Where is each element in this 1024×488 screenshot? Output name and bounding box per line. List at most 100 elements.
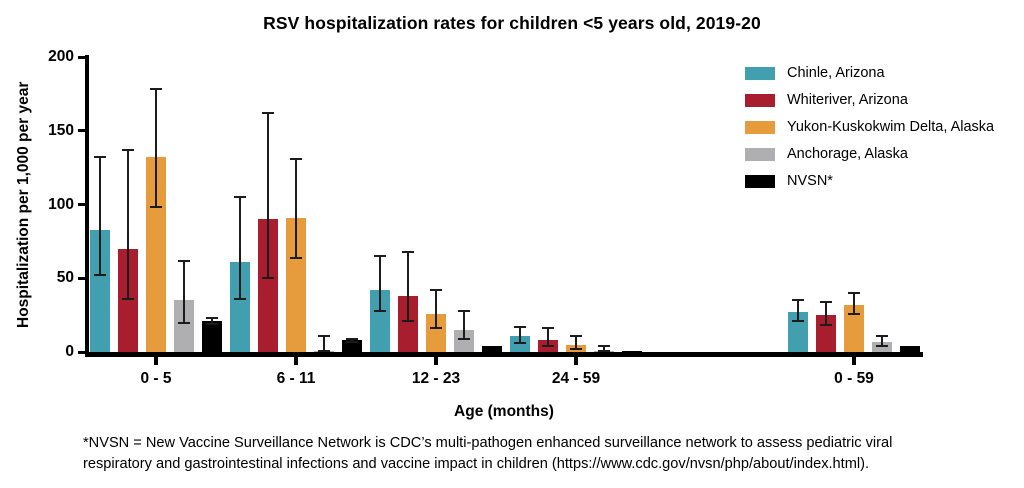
error-bar xyxy=(435,290,437,329)
bar-group-slot xyxy=(174,57,194,352)
error-bar-cap xyxy=(820,300,832,303)
bar-group-slot xyxy=(314,57,334,352)
error-bar xyxy=(211,318,213,324)
bar-anchorage-alaska xyxy=(174,300,194,352)
error-bar xyxy=(547,328,549,347)
bar-anchorage-alaska xyxy=(314,351,334,352)
bar-group-slot xyxy=(398,57,418,352)
footnote-line: respiratory and gastrointestinal infecti… xyxy=(83,456,870,472)
error-bar-cap xyxy=(178,321,190,324)
error-bar-cap xyxy=(290,157,302,160)
legend-item: Chinle, Arizona xyxy=(745,65,994,81)
bar-group-slot xyxy=(566,57,586,352)
error-bar-cap xyxy=(346,337,358,340)
x-category-label: 0 - 5 xyxy=(140,370,172,387)
plot-area: 0 50 100 150 200 0 - 5 6 - 11 12 - 23 24 - 59 0 -… xyxy=(48,49,923,387)
error-bar-cap xyxy=(150,206,162,209)
legend-swatch-whiteriver xyxy=(745,93,775,107)
y-tick-label: 100 xyxy=(48,195,74,213)
error-bar-cap xyxy=(178,259,190,262)
x-tick xyxy=(852,357,856,365)
bar-group-slot xyxy=(286,57,306,352)
legend-label: NVSN* xyxy=(787,173,833,189)
error-bar-cap xyxy=(570,334,582,337)
error-bar-cap xyxy=(150,88,162,91)
bar-group-slot xyxy=(342,57,362,352)
bar-nvsn xyxy=(900,346,920,352)
error-bar-cap xyxy=(374,255,386,258)
error-bar-cap xyxy=(792,320,804,323)
legend-item: NVSN* xyxy=(745,173,994,189)
error-bar xyxy=(575,335,577,350)
error-bar xyxy=(853,293,855,314)
error-bar xyxy=(519,326,521,344)
error-bar-cap xyxy=(848,312,860,315)
y-tick-label: 50 xyxy=(56,269,74,287)
bar-chinle-arizona xyxy=(230,262,250,352)
error-bar-cap xyxy=(318,334,330,337)
y-tick xyxy=(78,276,85,280)
error-bar xyxy=(323,335,325,351)
bar-group-slot xyxy=(90,57,110,352)
error-bar-cap xyxy=(234,196,246,199)
x-tick xyxy=(574,357,578,365)
bar-group-slot xyxy=(370,57,390,352)
legend-label: Anchorage, Alaska xyxy=(787,146,908,162)
error-bar xyxy=(797,300,799,322)
error-bar-cap xyxy=(430,327,442,330)
error-bar-cap xyxy=(514,325,526,328)
error-bar xyxy=(183,260,185,323)
bar-yukon-kuskokwim-delta-alaska xyxy=(146,157,166,352)
error-bar xyxy=(603,346,605,352)
error-bar xyxy=(463,310,465,339)
error-bar-cap xyxy=(458,337,470,340)
y-tick-label: 150 xyxy=(48,121,74,139)
bar-group-slot xyxy=(426,57,446,352)
y-tick xyxy=(78,203,85,206)
error-bar-cap xyxy=(598,345,610,348)
x-category-label: 24 - 59 xyxy=(551,370,601,387)
bar-group-slot xyxy=(258,57,278,352)
legend-swatch-nvsn xyxy=(745,174,775,188)
y-tick-label: 0 xyxy=(65,343,74,360)
bar-group-slot xyxy=(788,57,808,352)
bar-nvsn xyxy=(202,321,222,352)
legend-item: Yukon-Kuskokwim Delta, Alaska xyxy=(745,119,994,135)
bar-nvsn xyxy=(482,346,502,352)
legend-swatch-yukon-kuskokwim xyxy=(745,120,775,134)
error-bar xyxy=(351,338,353,342)
error-bar-cap xyxy=(262,112,274,115)
error-bar-cap xyxy=(206,317,218,320)
error-bar-cap xyxy=(848,292,860,294)
error-bar-cap xyxy=(402,320,414,323)
footnote-line: *NVSN = New Vaccine Surveillance Network… xyxy=(83,435,893,451)
bar-group-slot xyxy=(202,57,222,352)
bar-group-slot xyxy=(816,57,836,352)
error-bar xyxy=(267,113,269,279)
error-bar-cap xyxy=(318,349,330,352)
bar-group-slot xyxy=(900,57,920,352)
error-bar-cap xyxy=(820,324,832,327)
error-bar-cap xyxy=(402,250,414,253)
error-bar-cap xyxy=(262,277,274,280)
error-bar-cap xyxy=(458,309,470,312)
error-bar-cap xyxy=(290,256,302,259)
x-axis-title: Age (months) xyxy=(454,403,554,420)
footnote: *NVSN = New Vaccine Surveillance Network… xyxy=(83,433,892,475)
legend-swatch-chinle xyxy=(745,66,775,80)
legend-swatch-anchorage xyxy=(745,147,775,161)
bar-group-slot xyxy=(594,57,614,353)
bar-group-slot xyxy=(510,57,530,352)
bar-anchorage-alaska xyxy=(454,329,474,352)
error-bar-cap xyxy=(206,322,218,325)
bar-whiteriver-arizona xyxy=(118,248,138,352)
y-tick xyxy=(78,350,85,354)
x-category-label: 6 - 11 xyxy=(276,370,316,387)
x-tick xyxy=(154,357,158,365)
x-category-label: 12 - 23 xyxy=(411,370,461,387)
error-bar xyxy=(127,149,129,299)
bar-group-slot xyxy=(844,57,864,352)
error-bar-cap xyxy=(542,345,554,348)
error-bar xyxy=(99,157,101,276)
error-bar-cap xyxy=(346,340,358,343)
